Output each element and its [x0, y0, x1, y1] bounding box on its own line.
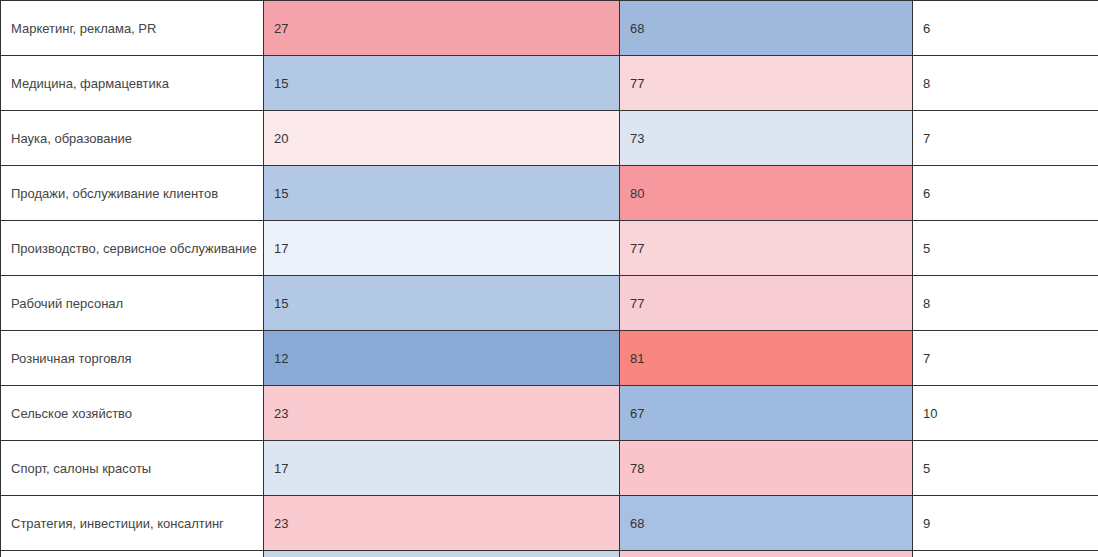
table-viewport: Маркетинг, реклама, PR27686Медицина, фар… [0, 0, 1098, 557]
value3-cell: 6 [913, 166, 1098, 221]
value2-cell: 80 [620, 166, 913, 221]
value2-cell: 73 [620, 111, 913, 166]
value2-cell: 78 [620, 441, 913, 496]
value1-cell: 15 [264, 56, 620, 111]
value1-cell: 15 [264, 166, 620, 221]
table-row: Продажи, обслуживание клиентов15806 [1, 166, 1098, 221]
value1-cell: 17 [264, 441, 620, 496]
value2-cell: 77 [620, 276, 913, 331]
value1-cell: 27 [264, 1, 620, 56]
category-cell: Рабочий персонал [1, 276, 264, 331]
value3-cell: 5 [913, 441, 1098, 496]
value2-cell: 68 [620, 496, 913, 551]
value1-cell: 17 [264, 221, 620, 276]
value3-cell: 8 [913, 276, 1098, 331]
value3-cell: 7 [913, 331, 1098, 386]
category-cell: Производство, сервисное обслуживание [1, 221, 264, 276]
value2-cell: 67 [620, 386, 913, 441]
value2-cell: 68 [620, 1, 913, 56]
value1-cell: 23 [264, 496, 620, 551]
table-row: Рабочий персонал15778 [1, 276, 1098, 331]
category-cell: Продажи, обслуживание клиентов [1, 166, 264, 221]
value3-cell: 10 [913, 386, 1098, 441]
value1-cell: 15 [264, 276, 620, 331]
value3-cell: 8 [913, 56, 1098, 111]
table-row: Наука, образование20737 [1, 111, 1098, 166]
category-cell: Спорт, салоны красоты [1, 441, 264, 496]
category-cell: Стратегия, инвестиции, консалтинг [1, 496, 264, 551]
table-row: Маркетинг, реклама, PR27686 [1, 1, 1098, 56]
value3-cell: 9 [913, 496, 1098, 551]
category-cell: Розничная торговля [1, 331, 264, 386]
value3-cell: 7 [913, 111, 1098, 166]
category-cell [1, 551, 264, 557]
value3-cell: 6 [913, 1, 1098, 56]
category-cell: Маркетинг, реклама, PR [1, 1, 264, 56]
table-row: Производство, сервисное обслуживание1777… [1, 221, 1098, 276]
value2-cell: 77 [620, 56, 913, 111]
category-cell: Наука, образование [1, 111, 264, 166]
table-row: Медицина, фармацевтика15778 [1, 56, 1098, 111]
value1-cell: 23 [264, 386, 620, 441]
table-row: Спорт, салоны красоты17785 [1, 441, 1098, 496]
value1-cell: 12 [264, 331, 620, 386]
table-row: Розничная торговля12817 [1, 331, 1098, 386]
table-row: Сельское хозяйство236710 [1, 386, 1098, 441]
value2-cell [620, 551, 913, 557]
value1-cell: 20 [264, 111, 620, 166]
table-row: Стратегия, инвестиции, консалтинг23689 [1, 496, 1098, 551]
value3-cell [913, 551, 1098, 557]
heatmap-table: Маркетинг, реклама, PR27686Медицина, фар… [0, 0, 1098, 557]
table-row-partial [1, 551, 1098, 557]
category-cell: Медицина, фармацевтика [1, 56, 264, 111]
value2-cell: 81 [620, 331, 913, 386]
value1-cell [264, 551, 620, 557]
value2-cell: 77 [620, 221, 913, 276]
category-cell: Сельское хозяйство [1, 386, 264, 441]
value3-cell: 5 [913, 221, 1098, 276]
